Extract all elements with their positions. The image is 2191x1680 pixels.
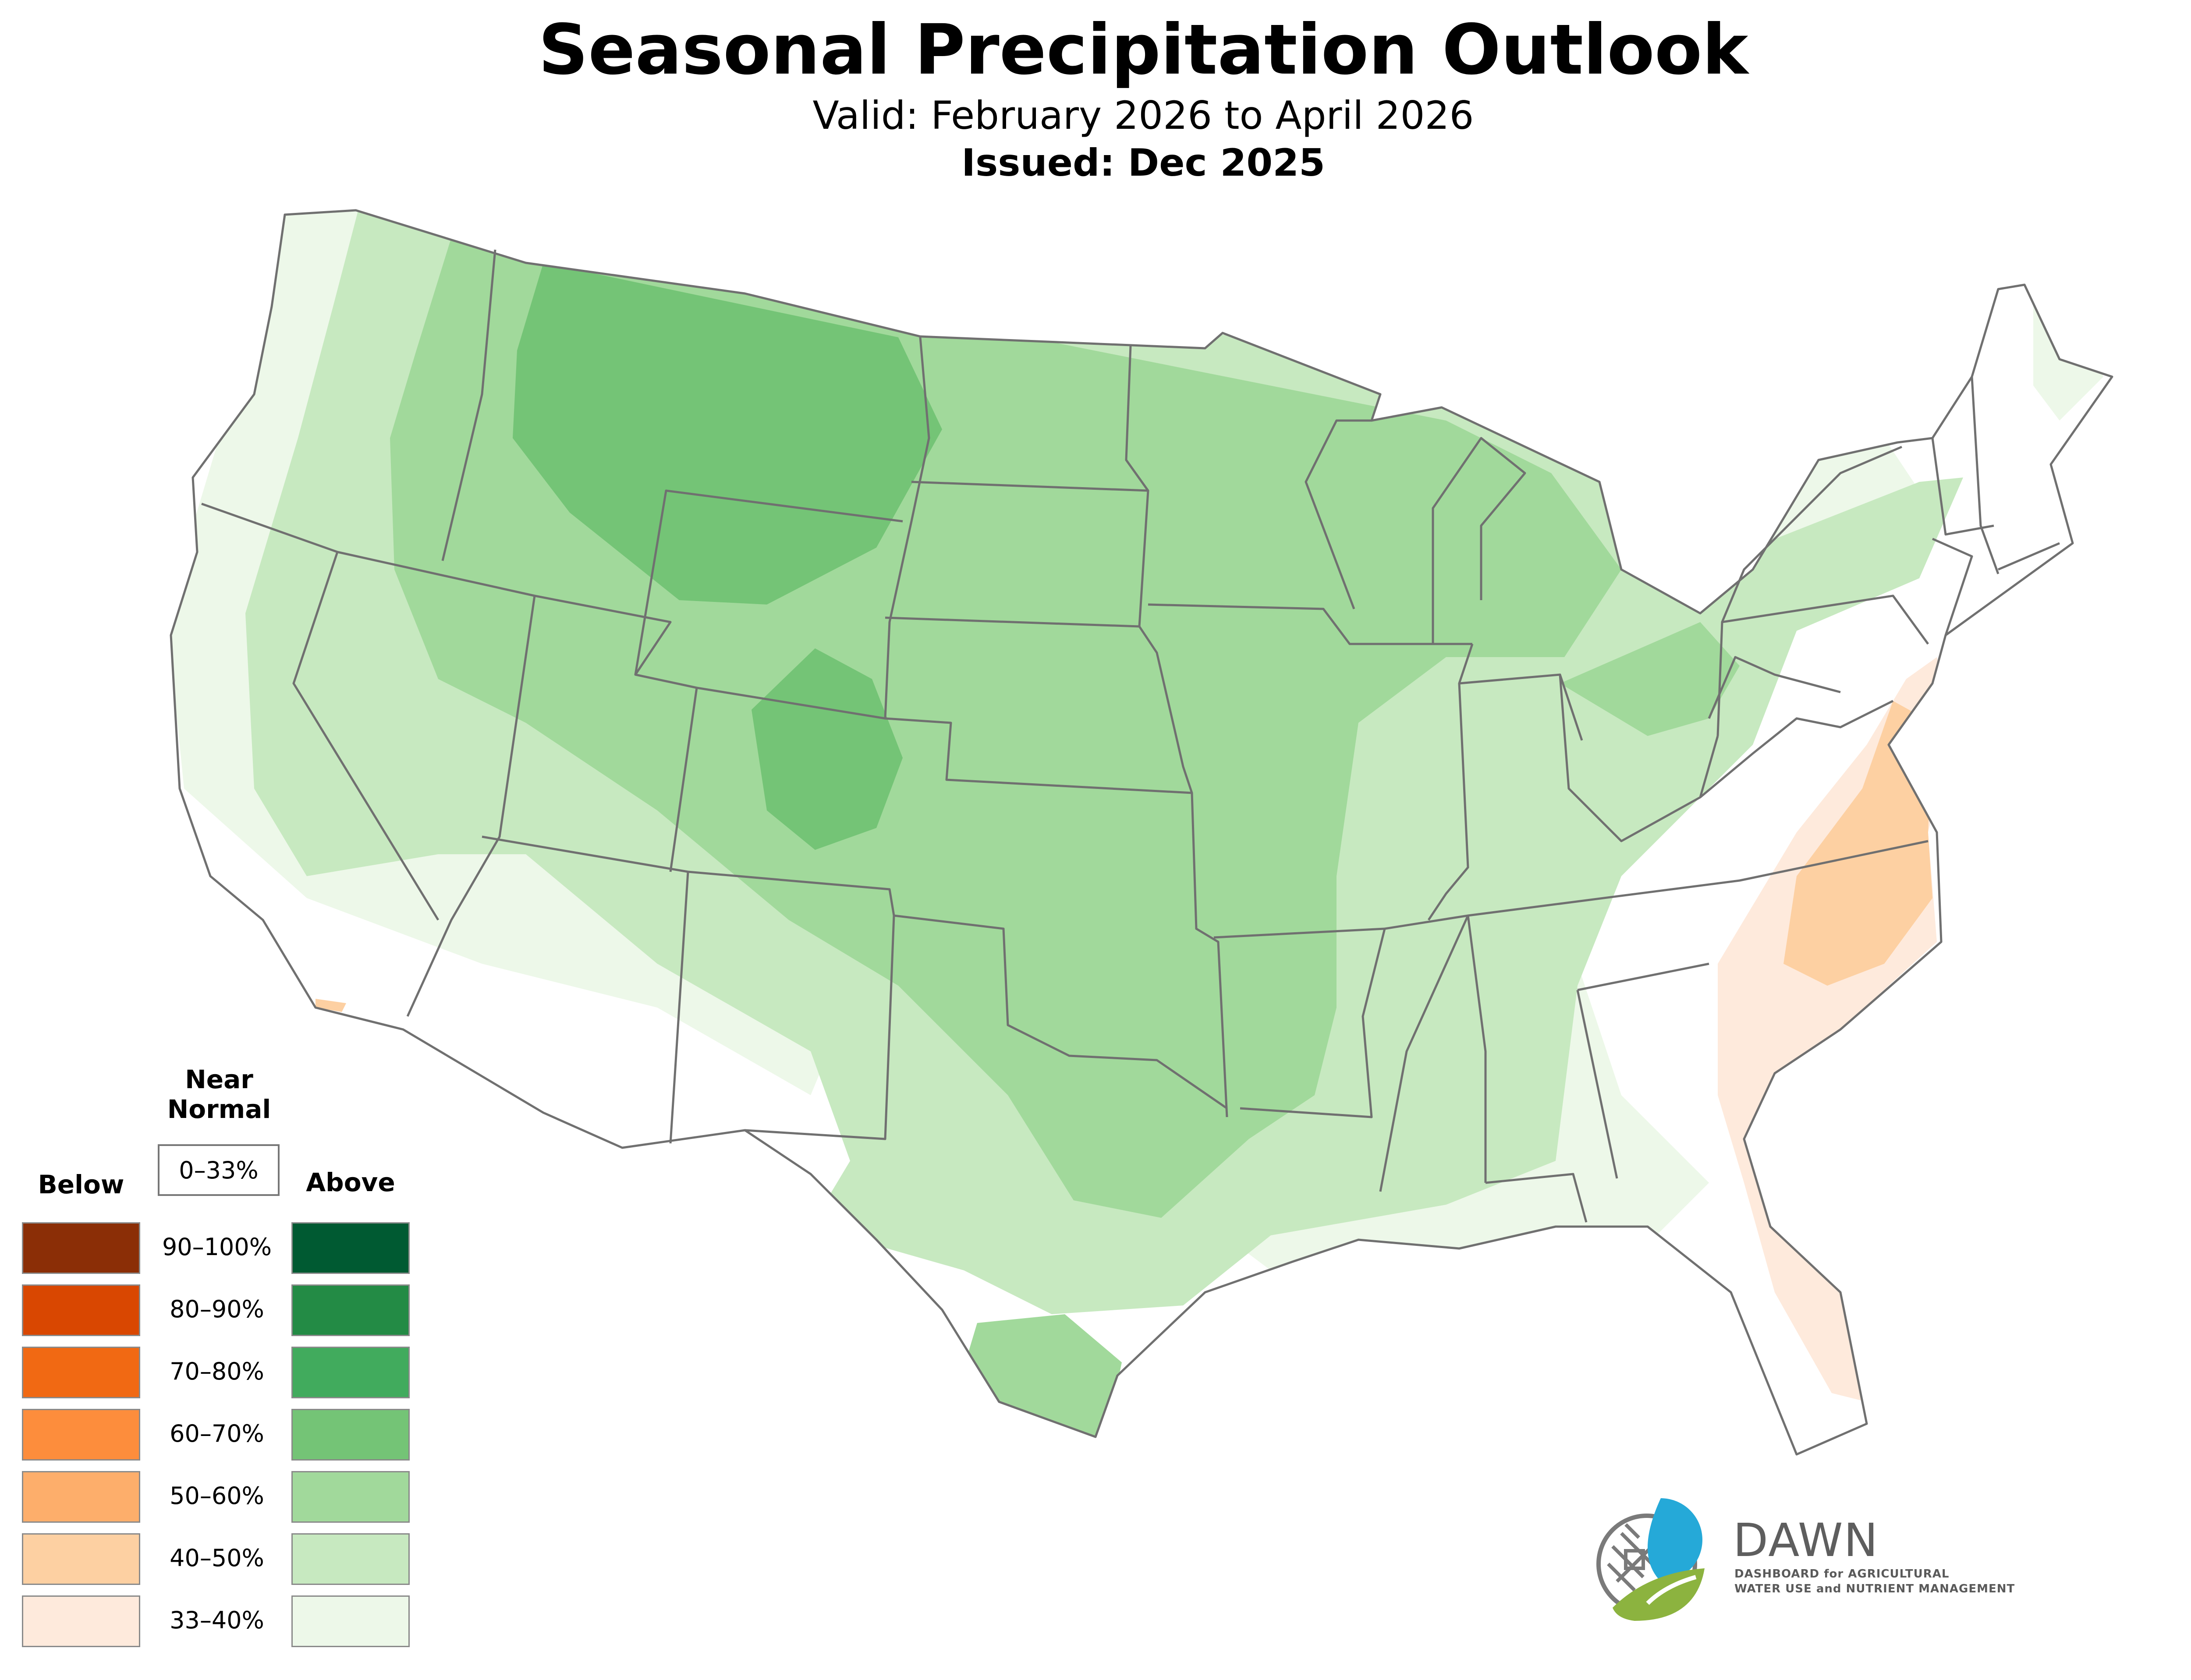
near-normal-heading: Near Normal [167, 1065, 271, 1124]
map-title: Seasonal Precipitation Outlook [538, 10, 1748, 90]
above-heading: Above [306, 1167, 395, 1197]
issued-date: Issued: Dec 2025 [961, 141, 1325, 185]
above-swatch-80-90 [291, 1284, 410, 1336]
above-swatch-33-40 [291, 1595, 410, 1647]
below-swatch-33-40 [22, 1595, 140, 1647]
below-swatch-80-90 [22, 1284, 140, 1336]
zone-above-40-50-ohio [1560, 622, 1740, 736]
above-swatch-60-70 [291, 1409, 410, 1461]
zone-above-60-70-north [513, 263, 942, 605]
below-swatch-40-50 [22, 1533, 140, 1585]
zone-below-40-50 [1783, 701, 1932, 986]
dawn-tagline-line1: DASHBOARD for AGRICULTURAL [1734, 1567, 1950, 1581]
above-swatch-50-60 [291, 1471, 410, 1523]
state-boundaries [170, 209, 2113, 1456]
legend-range-60-70: 60–70% [170, 1420, 264, 1447]
below-swatch-50-60 [22, 1471, 140, 1523]
valid-period: Valid: February 2026 to April 2026 [812, 93, 1474, 138]
dawn-tagline-line2: WATER USE and NUTRIENT MANAGEMENT [1734, 1582, 2015, 1595]
legend-range-80-90: 80–90% [170, 1295, 264, 1323]
dawn-logo-icon [1596, 1498, 1705, 1621]
legend-range-50-60: 50–60% [170, 1482, 264, 1510]
forecast-zones [171, 210, 2112, 1454]
below-swatch-70-80 [22, 1347, 140, 1398]
legend-range-33-40: 33–40% [170, 1606, 264, 1634]
above-swatch-90-100 [291, 1222, 410, 1274]
below-swatch-60-70 [22, 1409, 140, 1461]
below-swatch-90-100 [22, 1222, 140, 1274]
zone-above-60-70-colorado [752, 648, 903, 850]
dawn-logo-name: DAWN [1733, 1514, 1879, 1567]
above-swatch-40-50 [291, 1533, 410, 1585]
legend-range-40-50: 40–50% [170, 1544, 264, 1572]
below-heading: Below [38, 1170, 124, 1199]
near-normal-range: 0–33% [158, 1144, 280, 1196]
above-swatch-70-80 [291, 1347, 410, 1398]
legend-range-90-100: 90–100% [162, 1233, 272, 1261]
legend-range-70-80: 70–80% [170, 1358, 264, 1385]
